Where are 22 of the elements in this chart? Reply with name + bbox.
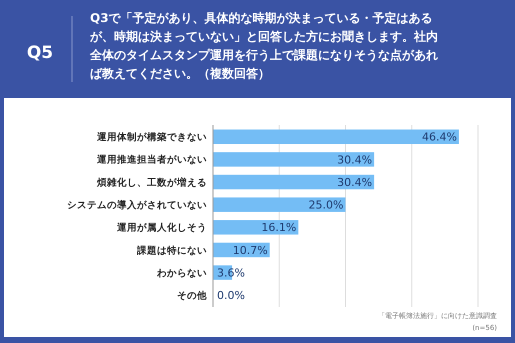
text: Q5 bbox=[26, 43, 54, 63]
data-label: 0.0% bbox=[217, 289, 245, 302]
y-tick-label: 運用体制が構築できない bbox=[96, 131, 207, 144]
data-label: 46.4% bbox=[422, 130, 457, 144]
y-tick-label: わからない bbox=[156, 268, 207, 279]
y-tick-label: システムの導入がされていない bbox=[67, 199, 207, 212]
bar bbox=[213, 197, 346, 212]
data-label: 16.1% bbox=[261, 221, 296, 234]
y-tick-label: 煩雑化し、工数が増える bbox=[96, 176, 207, 188]
y-tick-label: その他 bbox=[177, 290, 208, 302]
bar bbox=[213, 220, 298, 235]
y-tick-label: 運用推進担当者がいない bbox=[96, 154, 207, 166]
data-label: 10.7% bbox=[232, 244, 268, 257]
data-label: 30.4% bbox=[337, 153, 372, 166]
y-tick-label: 運用が属人化しそう bbox=[116, 222, 207, 234]
y-tick-label: 課題は特にない bbox=[136, 244, 207, 256]
chart-subtitle: Q3で「予定があり、具体的な時期が決まっている・予定はあるが、時期は決まっていない」と回答した方にお聞きします。社内全体のタイムスタンプ運用を行う上で課題になりそうな点があれば教えてください。（複数回答） bbox=[89, 11, 438, 80]
bar bbox=[213, 152, 374, 167]
data-label: 30.4% bbox=[337, 176, 372, 189]
bar bbox=[213, 130, 459, 144]
data-label: 25.0% bbox=[308, 198, 344, 212]
bar bbox=[213, 174, 374, 190]
